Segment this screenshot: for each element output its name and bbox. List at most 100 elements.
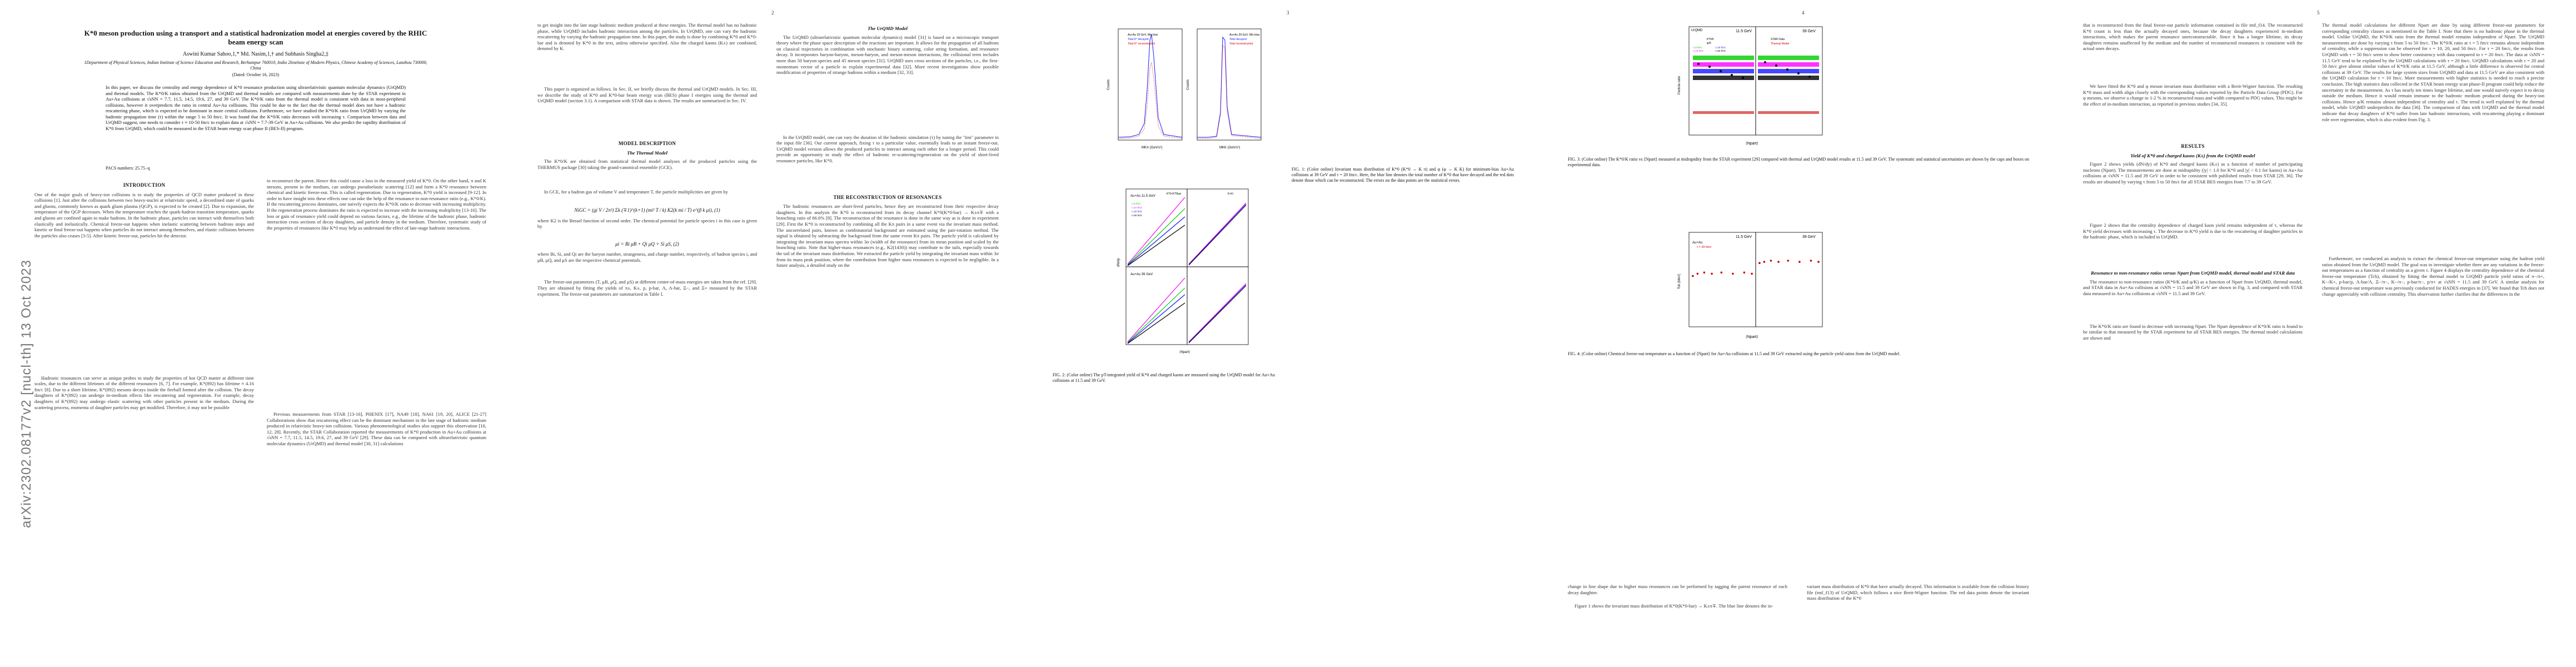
fig1-decayed-curve-right (1197, 36, 1262, 138)
discussion-paragraph-1: The thermal model calculations for diffe… (2322, 22, 2544, 122)
page-5: 5 that is reconstructed from the final f… (2061, 0, 2576, 667)
fig1-xlabel-left: MKπ (GeV/c²) (1142, 146, 1162, 150)
fig1-svg: Au+Au 39 GeV, Min bias Total K* decayed … (1107, 28, 1262, 150)
page5-right-column: The thermal model calculations for diffe… (2322, 22, 2544, 656)
equation-2: μi = Bi μB + Qi μQ + Si μS, (2) (615, 241, 679, 247)
page2-right-column: The UrQMD Model The UrQMD (ultrarelativi… (776, 22, 999, 656)
page1-left-column: INTRODUCTION One of the major goals of h… (34, 178, 254, 656)
subsection-urqmd-model: The UrQMD Model (868, 26, 908, 31)
fig3-legend-tau10: τ=10 fm/c (1693, 49, 1704, 52)
fig1-ylabel-left: Counts (1107, 79, 1110, 90)
fig3-legend-tau50: τ=50 fm/c (1715, 49, 1726, 52)
fig3-star-points-right (1764, 61, 1811, 78)
fig3-legend-thermal: Thermal Model (1771, 42, 1789, 46)
fig2-right-title: K+K- (1228, 192, 1234, 196)
fig3-xlabel: ⟨Npart⟩ (1746, 141, 1758, 146)
fig1-legend-right-2: Total decayed (1229, 38, 1247, 41)
intro-paragraph-2: Hadronic resonances can serve as unique … (34, 375, 254, 410)
fig2-caption: FIG. 2: (Color online) The pT-integrated… (1053, 372, 1275, 383)
fig1-legend-right-1: Au+Au 39 GeV, Min bias (1229, 33, 1260, 37)
fig4-legend: τ = 20 fm/c (1697, 246, 1712, 249)
intro-paragraph-5: to get insight into the late stage hadro… (537, 22, 757, 52)
fig2-top-panel-label: Au+Au 11.5 GeV (1130, 195, 1155, 198)
fig3-ylabel: Particle ratio (1678, 76, 1681, 94)
page-number: 2 (771, 10, 774, 16)
fig2-legend-2: τ=10 fm/c (1132, 206, 1143, 209)
fig3-bands-left (1693, 56, 1754, 114)
fig4-point (1777, 261, 1780, 263)
fig4-point (1763, 261, 1766, 263)
page-number: 5 (2317, 10, 2320, 16)
fig3-legend-tau5: τ=5 fm/c (1693, 46, 1702, 49)
fig2-legend-3: τ=20 fm/c (1132, 210, 1143, 213)
fig2-left-title: K*0+K*0bar (1167, 192, 1182, 196)
section-heading-introduction: INTRODUCTION (123, 182, 166, 188)
fig4-caption: FIG. 4: (Color online) Chemical freeze-o… (1568, 351, 1901, 356)
fig4-ylabel: Tch (MeV) (1678, 274, 1681, 289)
section-heading-model: MODEL DESCRIPTION (618, 141, 676, 146)
page-4: 4 UrQMD 11.5 GeV 39 GeV (1546, 0, 2061, 667)
figure-4: 11.5 GeV 39 GeV Au+Au τ = 20 fm/c ⟨Npart… (1673, 228, 1835, 345)
thermal-paragraph-3: where K2 is the Bessel function of secon… (537, 217, 757, 230)
fig3-legend-star: STAR Data (1771, 38, 1785, 41)
fig2-ylabel: dN/dy (1117, 258, 1120, 267)
page3-right-column (1292, 189, 1514, 656)
fig1-legend-left-1: Au+Au 39 GeV, Min bias (1128, 33, 1158, 37)
section-heading-reconstruction: THE RECONSTRUCTION OF RESONANCES (833, 194, 942, 200)
page-number: 4 (1802, 10, 1805, 16)
recon-paragraph-6: We have fitted the K*0 and φ meson invar… (2083, 83, 2303, 107)
fig1-ylabel-right: Counts (1187, 79, 1190, 90)
fig1-reco-curve-left (1118, 62, 1183, 139)
fig4-title-right: 39 GeV (1802, 235, 1816, 239)
page4-left-column: change in line shape due to higher mass … (1568, 584, 1787, 656)
yield-paragraph-2: Figure 2 shows that the centrality depen… (2083, 222, 2303, 240)
urqmd-paragraph-2: In the UrQMD model, one can vary the dur… (776, 134, 999, 163)
fig4-point (1703, 271, 1706, 274)
thermal-paragraph-4: where Bi, Si, and Qi are the baryon numb… (537, 251, 757, 263)
fig4-svg: 11.5 GeV 39 GeV Au+Au τ = 20 fm/c ⟨Npart… (1678, 232, 1823, 339)
fig4-point (1743, 271, 1746, 274)
fig4-right-points (1758, 260, 1820, 264)
thermal-paragraph-1: The K*0/K are obtained from statistical … (537, 158, 757, 170)
fig4-xlabel: ⟨Npart⟩ (1746, 335, 1758, 339)
reconstruction-paragraph-1: The hadronic resonances are short-lived … (776, 203, 999, 268)
fig3-title-right: 39 GeV (1802, 29, 1816, 33)
fig1-decayed-curve-left (1118, 34, 1183, 138)
urqmd-paragraph-1: The UrQMD (ultrarelativistic quantum mol… (776, 34, 999, 76)
figure-2: Au+Au 11.5 GeV Au+Au 39 GeV K*0+K*0bar K… (1114, 183, 1253, 367)
fig4-point (1711, 272, 1713, 275)
fig4-title-left: 11.5 GeV (1736, 235, 1752, 239)
fig4-point (1770, 260, 1772, 262)
intro-paragraph-3: to reconstruct the parent. Hence this co… (267, 178, 486, 231)
fig4-point (1798, 261, 1801, 263)
fig3-legend-phi: φ/K (1707, 42, 1712, 45)
fig1-caption: FIG. 1: (Color online) Invariant mass di… (1292, 167, 1514, 183)
fig3-model-label: UrQMD (1691, 29, 1703, 32)
recon-paragraph-2: change in line shape due to higher mass … (1568, 584, 1787, 595)
section-heading-results: RESULTS (2181, 143, 2205, 149)
recon-paragraph-5: that is reconstructed from the final fre… (2083, 22, 2303, 52)
paper-date: (Dated: October 16, 2023) (232, 72, 280, 77)
fig2-xlabel: ⟨Npart⟩ (1179, 350, 1190, 354)
fig3-svg: UrQMD 11.5 GeV 39 GeV (1678, 26, 1823, 146)
fig2-svg: Au+Au 11.5 GeV Au+Au 39 GeV K*0+K*0bar K… (1117, 188, 1249, 354)
fig4-left-points (1692, 271, 1753, 277)
equation-1: NiGC = (gi V / 2π²) Σk (∓1)^(k+1) (mi² T… (574, 207, 720, 213)
subsection-resonance-ratios: Resonance to non-resonance ratios versus… (2090, 270, 2295, 276)
paper-title: K*0 meson production using a transport a… (84, 29, 427, 46)
intro-paragraph-4: Previous measurements from STAR [13-16],… (267, 411, 486, 446)
discussion-paragraph-2: Furthermore, we conducted an analysis to… (2322, 256, 2544, 297)
fig4-point (1758, 262, 1761, 264)
fig3-legend-tau20: τ=20 fm/c (1715, 46, 1726, 49)
fig1-xlabel-right: MKK (GeV/c²) (1219, 146, 1240, 150)
figure-1: Au+Au 39 GeV, Min bias Total K* decayed … (1103, 23, 1264, 157)
page4-right-column: variant mass distribution of K*0 that ha… (1807, 584, 2029, 656)
fig4-panel-label: Au+Au (1692, 241, 1702, 245)
fig2-legend-1: τ=5 fm/c (1132, 202, 1141, 205)
fig4-point (1696, 272, 1699, 275)
fig4-point (1732, 272, 1734, 275)
fig4-point (1692, 275, 1694, 277)
page-number: 3 (1287, 10, 1289, 16)
fig4-point (1720, 271, 1723, 274)
paper-affiliations: 1Department of Physical Sciences, Indian… (84, 60, 427, 71)
